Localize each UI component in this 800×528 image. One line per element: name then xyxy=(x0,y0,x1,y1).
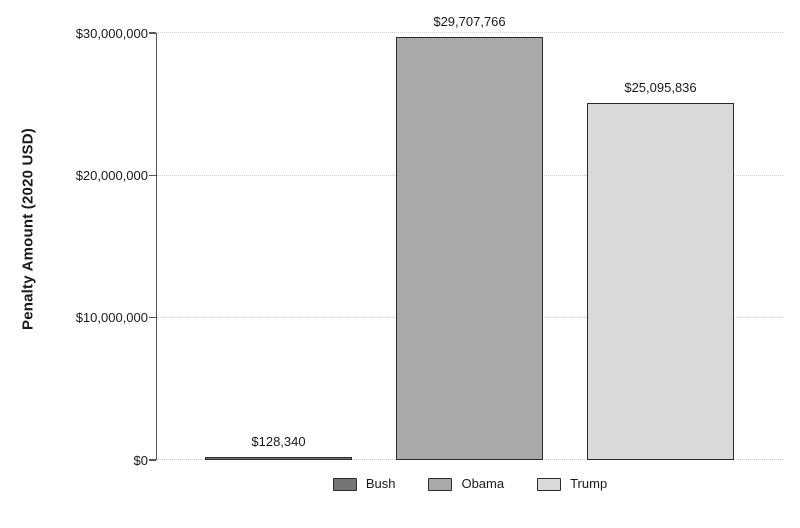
y-tick xyxy=(149,174,156,177)
legend-item-trump: Trump xyxy=(537,476,607,492)
y-tick-label: $0 xyxy=(133,452,148,468)
legend: Bush Obama Trump xyxy=(157,476,783,492)
y-tick xyxy=(149,32,156,34)
y-tick-label: $20,000,000 xyxy=(75,167,148,183)
bar-trump xyxy=(587,102,734,460)
bar-value-label: $29,707,766 xyxy=(433,14,506,30)
legend-item-bush: Bush xyxy=(332,476,396,492)
y-tick xyxy=(149,459,156,461)
bar-obama xyxy=(396,37,543,460)
legend-label: Obama xyxy=(461,476,505,491)
y-axis-title: Penalty Amount (2020 USD) xyxy=(19,128,37,330)
y-tick xyxy=(149,316,156,319)
gridline xyxy=(157,32,783,34)
legend-label: Bush xyxy=(365,476,396,491)
plot-area: $128,340 $29,707,766 $25,095,836 xyxy=(149,14,783,461)
y-tick-label: $30,000,000 xyxy=(75,25,148,41)
legend-label: Trump xyxy=(570,476,608,491)
legend-item-obama: Obama xyxy=(428,476,504,492)
y-tick-label: $10,000,000 xyxy=(75,310,148,326)
bar-value-label: $25,095,836 xyxy=(624,79,697,95)
legend-swatch xyxy=(332,477,357,491)
legend-swatch xyxy=(428,477,453,491)
y-axis-line xyxy=(155,33,157,460)
legend-swatch xyxy=(537,477,562,491)
bar-bush xyxy=(205,457,352,460)
bar-value-label: $128,340 xyxy=(251,434,306,449)
